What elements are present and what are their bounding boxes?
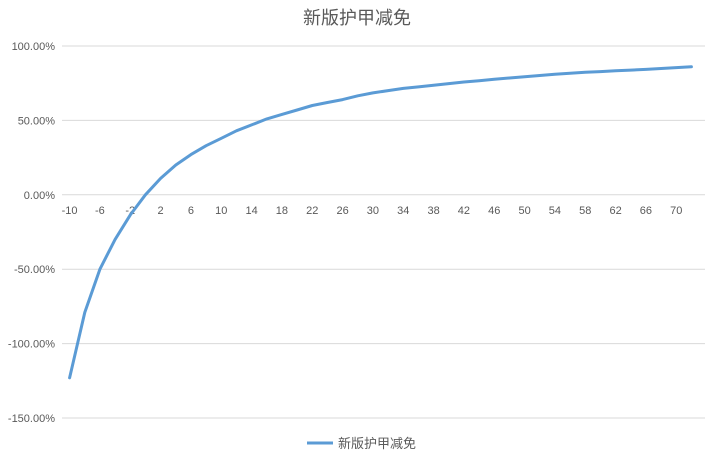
y-tick-label: 50.00%	[18, 115, 56, 127]
x-tick-label: 66	[640, 205, 652, 217]
y-tick-label: -100.00%	[8, 339, 55, 351]
x-tick-label: 42	[458, 205, 470, 217]
y-tick-label: 0.00%	[24, 190, 55, 202]
x-tick-label: 62	[609, 205, 621, 217]
x-tick-label: 70	[670, 205, 682, 217]
x-tick-label: 14	[245, 205, 257, 217]
chart-title: 新版护甲减免	[303, 8, 411, 28]
x-tick-label: 38	[427, 205, 439, 217]
x-tick-label: 6	[188, 205, 194, 217]
x-tick-label: -6	[95, 205, 105, 217]
y-axis-labels: 100.00% 50.00% 0.00% -50.00% -100.00% -150.00…	[8, 41, 55, 425]
x-tick-label: 18	[276, 205, 288, 217]
series-line	[70, 67, 692, 378]
x-tick-label: 46	[488, 205, 500, 217]
x-tick-label: 34	[397, 205, 409, 217]
y-tick-label: -50.00%	[14, 264, 55, 276]
legend-label: 新版护甲减免	[338, 436, 416, 451]
x-tick-label: 26	[336, 205, 348, 217]
x-tick-label: 22	[306, 205, 318, 217]
x-tick-label: 30	[367, 205, 379, 217]
series-group	[69, 67, 691, 378]
x-tick-label: 10	[215, 205, 227, 217]
x-tick-label: -10	[62, 205, 78, 217]
x-tick-label: 54	[549, 205, 561, 217]
y-tick-label: -150.00%	[8, 413, 55, 425]
y-tick-label: 100.00%	[12, 41, 56, 53]
x-tick-label: 58	[579, 205, 591, 217]
gridlines	[62, 46, 705, 418]
x-tick-label: 50	[518, 205, 530, 217]
x-tick-label: 2	[158, 205, 164, 217]
legend[interactable]: 新版护甲减免	[307, 436, 416, 451]
